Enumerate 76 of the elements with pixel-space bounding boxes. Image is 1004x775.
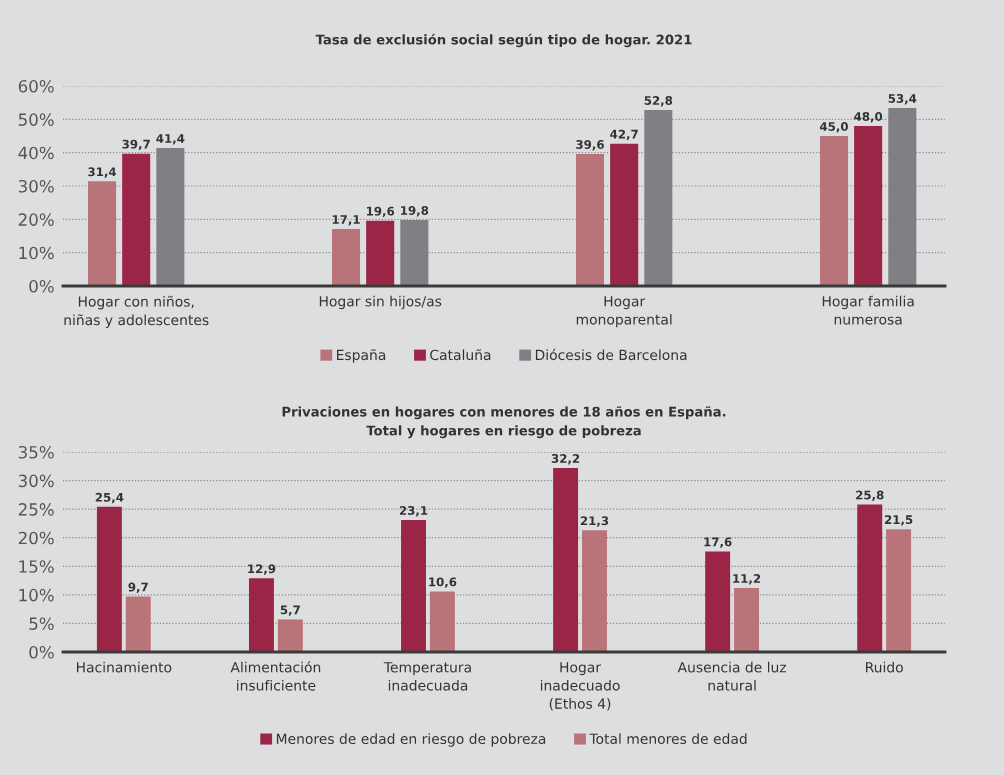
bar [366, 220, 395, 286]
legend-label: España [337, 349, 386, 363]
bar [88, 181, 117, 286]
x-tick-label: Hogar familia numerosa [822, 295, 914, 325]
bar [429, 591, 455, 652]
bar [582, 530, 607, 652]
data-label: 12,9 [248, 564, 276, 575]
y-tick-label: 30% [18, 179, 54, 193]
data-label: 10,6 [429, 577, 457, 588]
data-label: 9,7 [128, 582, 148, 594]
data-label: 39,7 [122, 139, 150, 151]
bar [854, 126, 883, 286]
data-label: 21,5 [884, 515, 913, 526]
x-tick-label: Hogar monoparental [576, 296, 672, 328]
data-label: 19,8 [401, 206, 429, 217]
legend-label: Cataluña [430, 349, 491, 361]
bar [857, 504, 883, 652]
data-label: 23,1 [399, 506, 428, 517]
y-tick-label: 35% [18, 445, 54, 459]
y-tick-label: 40% [18, 146, 54, 160]
bar [277, 619, 303, 652]
bar [248, 578, 274, 652]
y-tick-label: 20% [18, 531, 54, 545]
data-label: 48,0 [854, 112, 883, 123]
data-label: 53,4 [888, 94, 917, 105]
data-label: 25,8 [856, 490, 884, 502]
y-tick-label: 0% [29, 279, 54, 293]
x-tick-label: Ruido [866, 661, 903, 673]
data-label: 5,7 [280, 605, 300, 616]
data-label: 39,6 [576, 140, 604, 151]
y-tick-label: 50% [18, 113, 54, 126]
x-tick-label: Ausencia de luz natural [677, 661, 787, 691]
data-label: 42,7 [610, 129, 638, 141]
bar [401, 520, 426, 652]
bar [331, 229, 361, 286]
data-label: 31,4 [88, 167, 117, 178]
x-tick-label: Alimentación insuficiente [230, 661, 321, 691]
data-label: 19,6 [366, 206, 395, 218]
x-tick-label: Hogar inadecuado (Ethos 4) [540, 662, 620, 711]
y-tick-label: 25% [18, 503, 54, 516]
data-label: 11,2 [733, 574, 761, 585]
data-label: 45,0 [819, 122, 848, 133]
chart-title: Privaciones en hogares con menores de 18 años en España. Total y hogares en riesgo de pobreza [282, 406, 726, 439]
x-tick-label: Hogar con niños, niñas y adolescentes [64, 295, 209, 328]
x-tick-label: Hacinamiento [76, 661, 172, 673]
y-tick-label: 20% [18, 213, 54, 226]
x-tick-label: Temperatura inadecuada [383, 662, 471, 691]
bar [96, 506, 122, 652]
legend-label: Diócesis de Barcelona [535, 348, 687, 361]
x-tick-label: Hogar sin hijos/as [319, 295, 442, 310]
y-tick-label: 5% [29, 617, 54, 630]
y-tick-label: 10% [19, 588, 54, 602]
y-tick-label: 0% [29, 645, 54, 659]
bar [705, 551, 731, 652]
y-tick-label: 15% [19, 560, 54, 573]
bar [734, 588, 760, 652]
y-tick-label: 10% [19, 246, 54, 260]
data-label: 17,6 [704, 537, 732, 548]
y-tick-label: 60% [18, 79, 54, 93]
bar [122, 153, 151, 286]
data-label: 17,1 [332, 215, 360, 226]
bar [886, 529, 912, 652]
chart-title: Tasa de exclusión social según tipo de hogar. 2021 [315, 33, 692, 48]
data-label: 25,4 [95, 492, 124, 504]
y-tick-label: 30% [18, 474, 54, 488]
bar [819, 136, 849, 286]
data-label: 52,8 [644, 96, 673, 107]
legend-label: Total menores de edad [589, 733, 747, 745]
bar [553, 468, 579, 652]
bar [575, 154, 605, 286]
bar [610, 143, 639, 286]
data-label: 32,2 [551, 454, 580, 465]
legend-label: Menores de edad en riesgo de pobreza [276, 733, 546, 747]
data-label: 21,3 [580, 516, 609, 527]
data-label: 41,4 [156, 134, 185, 145]
bar [125, 596, 151, 652]
